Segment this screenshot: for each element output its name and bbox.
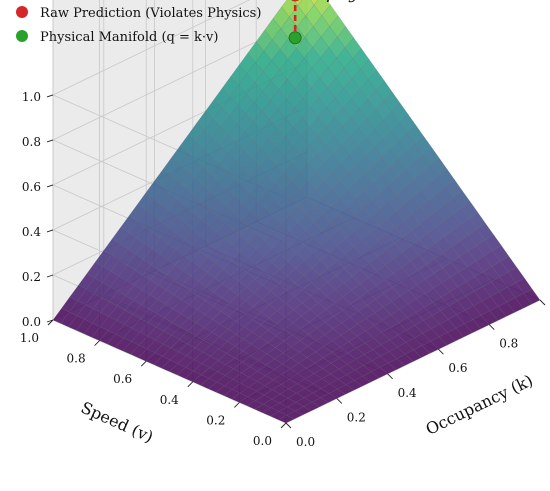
tick-mark-k	[285, 422, 292, 429]
tick-mark-v	[94, 340, 100, 346]
surface-facet	[344, 37, 362, 59]
legend: Raw Prediction (Violates Physics) Physica…	[16, 6, 261, 45]
surface-facet	[437, 168, 455, 187]
legend-label: Raw Prediction (Violates Physics)	[40, 6, 261, 21]
surface-facet	[297, 0, 315, 17]
tick-label-q: 0.0	[22, 315, 41, 329]
tick-labels: 0.0 0.2 0.4 0.6 0.8 1.0 0.0 0.2 0.4 0.6 0.8 1.0 0.0 0…	[20, 90, 546, 449]
surface-facet	[321, 4, 339, 27]
surface-facet	[523, 288, 541, 305]
tick-mark-q	[46, 94, 54, 98]
tick-mark-k	[539, 299, 546, 306]
surface-facet	[430, 157, 448, 177]
tick-mark-q	[46, 229, 54, 233]
tick-label-q: 0.8	[22, 135, 41, 149]
tick-label-k: 0.4	[398, 386, 417, 400]
physics-loss-annotation: ℒphy ↓	[313, 0, 380, 3]
xaxis-label: Occupancy (k)	[423, 371, 536, 439]
prediction-marks: Predictionℒphy ↓	[288, 0, 380, 45]
surface-facet	[476, 223, 494, 241]
tick-mark-q	[46, 139, 54, 143]
tick-label-v: 1.0	[20, 331, 39, 345]
surface-facet	[391, 102, 409, 123]
tick-mark-k	[488, 324, 495, 330]
tick-label-q: 0.6	[22, 180, 41, 194]
legend-marker	[16, 6, 28, 18]
tick-label-k: 0.2	[347, 410, 366, 424]
surface-facet	[313, 0, 331, 16]
tick-label-k: 0.8	[499, 337, 518, 351]
surface-facet	[337, 26, 354, 49]
surface-facet	[484, 234, 502, 252]
tick-label-v: 0.0	[253, 434, 272, 448]
tick-label-v: 0.6	[113, 372, 132, 386]
tick-mark-v	[140, 360, 147, 367]
tick-mark-q	[46, 274, 54, 278]
tick-label-v: 0.4	[160, 393, 179, 407]
tick-label-k: 0.6	[448, 361, 467, 375]
surface-facet	[368, 70, 385, 91]
tick-mark-q	[46, 319, 54, 323]
legend-marker	[16, 30, 28, 42]
tick-mark-k	[387, 373, 393, 380]
surface-facet	[414, 135, 432, 155]
tick-label-q: 0.4	[22, 225, 41, 239]
raw-prediction-point	[291, 0, 300, 2]
tick-mark-v	[234, 402, 240, 408]
tick-mark-v	[280, 422, 287, 429]
physical-manifold-point	[288, 31, 302, 45]
surface-facet	[310, 0, 319, 6]
tick-mark-k	[438, 348, 444, 355]
yaxis-label: Speed (v)	[78, 398, 156, 447]
surface-facet	[383, 91, 401, 113]
tick-mark-v	[47, 319, 54, 326]
tick-mark-k	[336, 398, 343, 404]
surface-facet	[399, 113, 416, 134]
tick-label-v: 0.2	[206, 413, 225, 427]
tick-label-v: 0.8	[67, 352, 86, 366]
surface-facet	[453, 190, 471, 209]
surface-mesh	[52, 0, 541, 424]
surface-facet	[407, 124, 424, 145]
surface-facet	[461, 201, 479, 219]
tick-label-q: 0.2	[22, 270, 41, 284]
tick-label-k: 0.0	[296, 435, 315, 449]
tick-label-q: 1.0	[22, 90, 41, 104]
tick-mark-q	[46, 184, 54, 188]
surface-facet	[360, 59, 378, 81]
legend-label: Physical Manifold (q = k·v)	[40, 30, 218, 45]
tick-mark-v	[187, 381, 194, 388]
